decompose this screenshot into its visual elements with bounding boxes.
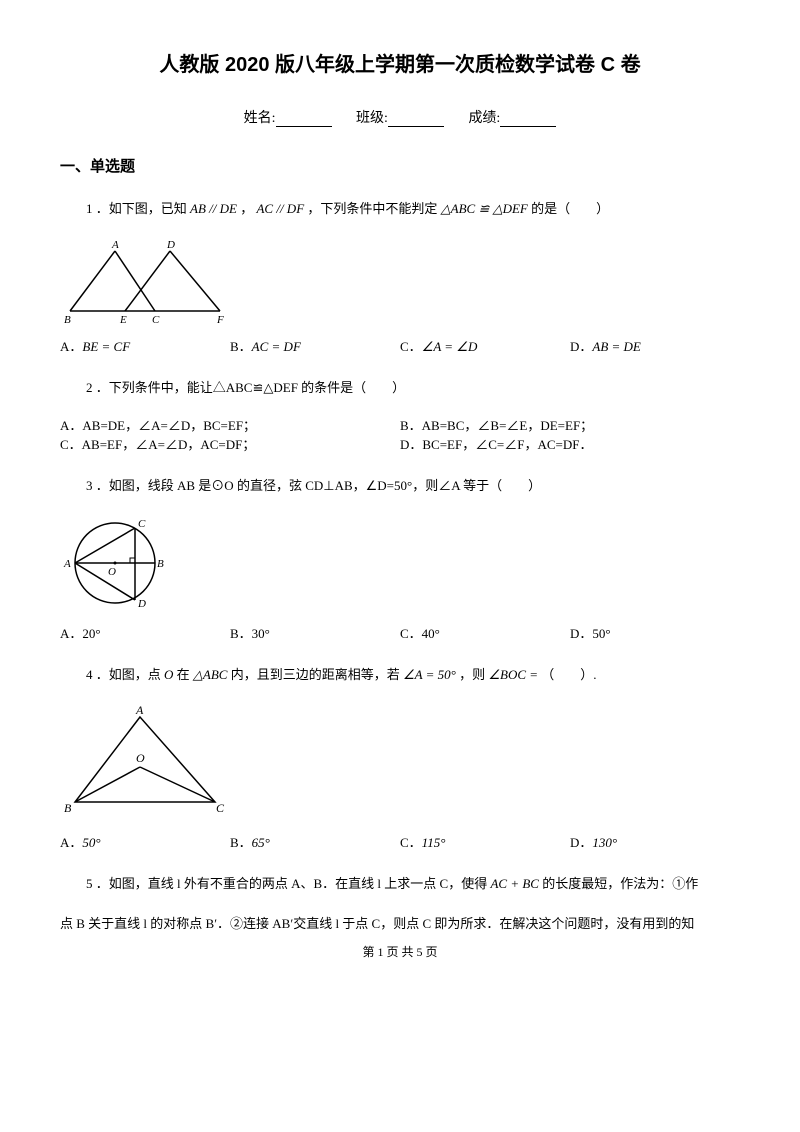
svg-text:C: C [152,314,160,326]
svg-text:B: B [64,314,71,326]
q4-optB: B．65° [230,832,400,851]
q3-figure: A B C D O [60,513,180,613]
svg-text:E: E [119,314,127,326]
q1-m2: AC // DF [256,201,304,216]
section-1-head: 一、单选题 [60,155,740,176]
exam-title: 人教版 2020 版八年级上学期第一次质检数学试卷 C 卷 [60,48,740,77]
q1-optB-v: AC = DF [252,339,301,354]
q4-t2: 在 [177,667,190,682]
svg-text:O: O [108,566,116,578]
q4-optB-v: 65° [252,835,270,850]
q2-optA: A．AB=DE，∠A=∠D，BC=EF； [60,415,400,434]
q4-optB-l: B． [230,835,252,850]
q4-m4: ∠BOC = [488,667,538,682]
q1-optC: C．∠A = ∠D [400,336,570,355]
svg-text:F: F [216,314,224,326]
q1-optB: B．AC = DF [230,336,400,355]
q1-t4: 的是（ ） [531,201,609,216]
q1-optD-v: AB = DE [592,339,640,354]
q4-optA-l: A． [60,835,82,850]
q3-optB: B．30° [230,623,400,642]
q2-options: A．AB=DE，∠A=∠D，BC=EF； B．AB=BC，∠B=∠E，DE=EF… [60,415,740,453]
q4-t5: （ ）. [541,667,596,682]
score-blank [500,112,556,127]
class-blank [388,112,444,127]
page-footer: 第 1 页 共 5 页 [60,943,740,960]
q4-t4: ，则 [459,667,485,682]
q1-t2: ， [240,201,253,216]
svg-text:O: O [136,751,145,765]
q1-optC-l: C． [400,339,422,354]
q4-m1: O [164,667,173,682]
svg-text:C: C [216,801,225,815]
q4-optC: C．115° [400,832,570,851]
q3-optC: C．40° [400,623,570,642]
svg-text:A: A [135,703,144,717]
name-blank [276,112,332,127]
meta-line: 姓名: 班级: 成绩: [60,107,740,127]
q3-options: A．20° B．30° C．40° D．50° [60,623,740,642]
q1-t3: ，下列条件中不能判定 [307,201,437,216]
q4-optD-l: D． [570,835,592,850]
class-label: 班级: [356,111,388,126]
q1-figure: A D B E C F [60,236,230,326]
q2-stem: 2 ．下列条件中，能让△ABC≌△DEF 的条件是（ ） [60,375,740,401]
q4-stem: 4 ．如图，点 O 在 △ABC 内，且到三边的距离相等，若 ∠A = 50° … [60,662,740,688]
page: 人教版 2020 版八年级上学期第一次质检数学试卷 C 卷 姓名: 班级: 成绩… [0,0,800,980]
q2-optC: C．AB=EF，∠A=∠D，AC=DF； [60,434,400,453]
q5-line2: 点 B 关于直线 l 的对称点 B′．②连接 AB′交直线 l 于点 C，则点 … [60,911,740,937]
q4-optC-l: C． [400,835,422,850]
svg-text:A: A [111,239,119,251]
q1-optA-v: BE = CF [82,339,130,354]
q4-optC-v: 115° [422,835,446,850]
q3-stem: 3 ．如图，线段 AB 是⊙O 的直径，弦 CD⊥AB，∠D=50°，则∠A 等… [60,473,740,499]
svg-text:D: D [137,598,146,610]
q1-optC-v: ∠A = ∠D [422,339,478,354]
q4-optD: D．130° [570,832,740,851]
q4-options: A．50° B．65° C．115° D．130° [60,832,740,851]
q4-figure: A B C O [60,702,230,822]
q4-m2: △ABC [193,667,228,682]
q4-optA: A．50° [60,832,230,851]
q1-stem: 1 ．如下图，已知 AB // DE ， AC // DF ，下列条件中不能判定… [60,196,740,222]
q4-optA-v: 50° [82,835,100,850]
q2-optB: B．AB=BC，∠B=∠E，DE=EF； [400,415,740,434]
q1-optD-l: D． [570,339,592,354]
q4-t3: 内，且到三边的距离相等，若 [231,667,400,682]
q4-optD-v: 130° [592,835,617,850]
name-label: 姓名: [244,111,276,126]
q1-m1: AB // DE [190,201,237,216]
q3-optA: A．20° [60,623,230,642]
q2-optD: D．BC=EF，∠C=∠F，AC=DF． [400,434,740,453]
q1-optA-l: A． [60,339,82,354]
q5-l1a: 5 ．如图，直线 l 外有不重合的两点 A、B．在直线 l 上求一点 C，使得 [86,876,487,891]
svg-text:C: C [138,518,146,530]
svg-text:B: B [157,558,164,570]
q5-l1b: 的长度最短，作法为：①作 [542,876,698,891]
q4-t1: 4 ．如图，点 [86,667,161,682]
q5-line1: 5 ．如图，直线 l 外有不重合的两点 A、B．在直线 l 上求一点 C，使得 … [60,871,740,897]
q1-optD: D．AB = DE [570,336,740,355]
q3-optD: D．50° [570,623,740,642]
svg-text:B: B [64,801,72,815]
q4-m3: ∠A = 50° [403,667,456,682]
q1-options: A．BE = CF B．AC = DF C．∠A = ∠D D．AB = DE [60,336,740,355]
svg-text:A: A [63,558,71,570]
q5-l1m: AC + BC [490,876,539,891]
score-label: 成绩: [468,111,500,126]
q1-optA: A．BE = CF [60,336,230,355]
q1-m3: △ABC ≌ △DEF [441,201,528,216]
q1-optB-l: B． [230,339,252,354]
svg-text:D: D [166,239,175,251]
q1-t1: 1 ．如下图，已知 [86,201,187,216]
